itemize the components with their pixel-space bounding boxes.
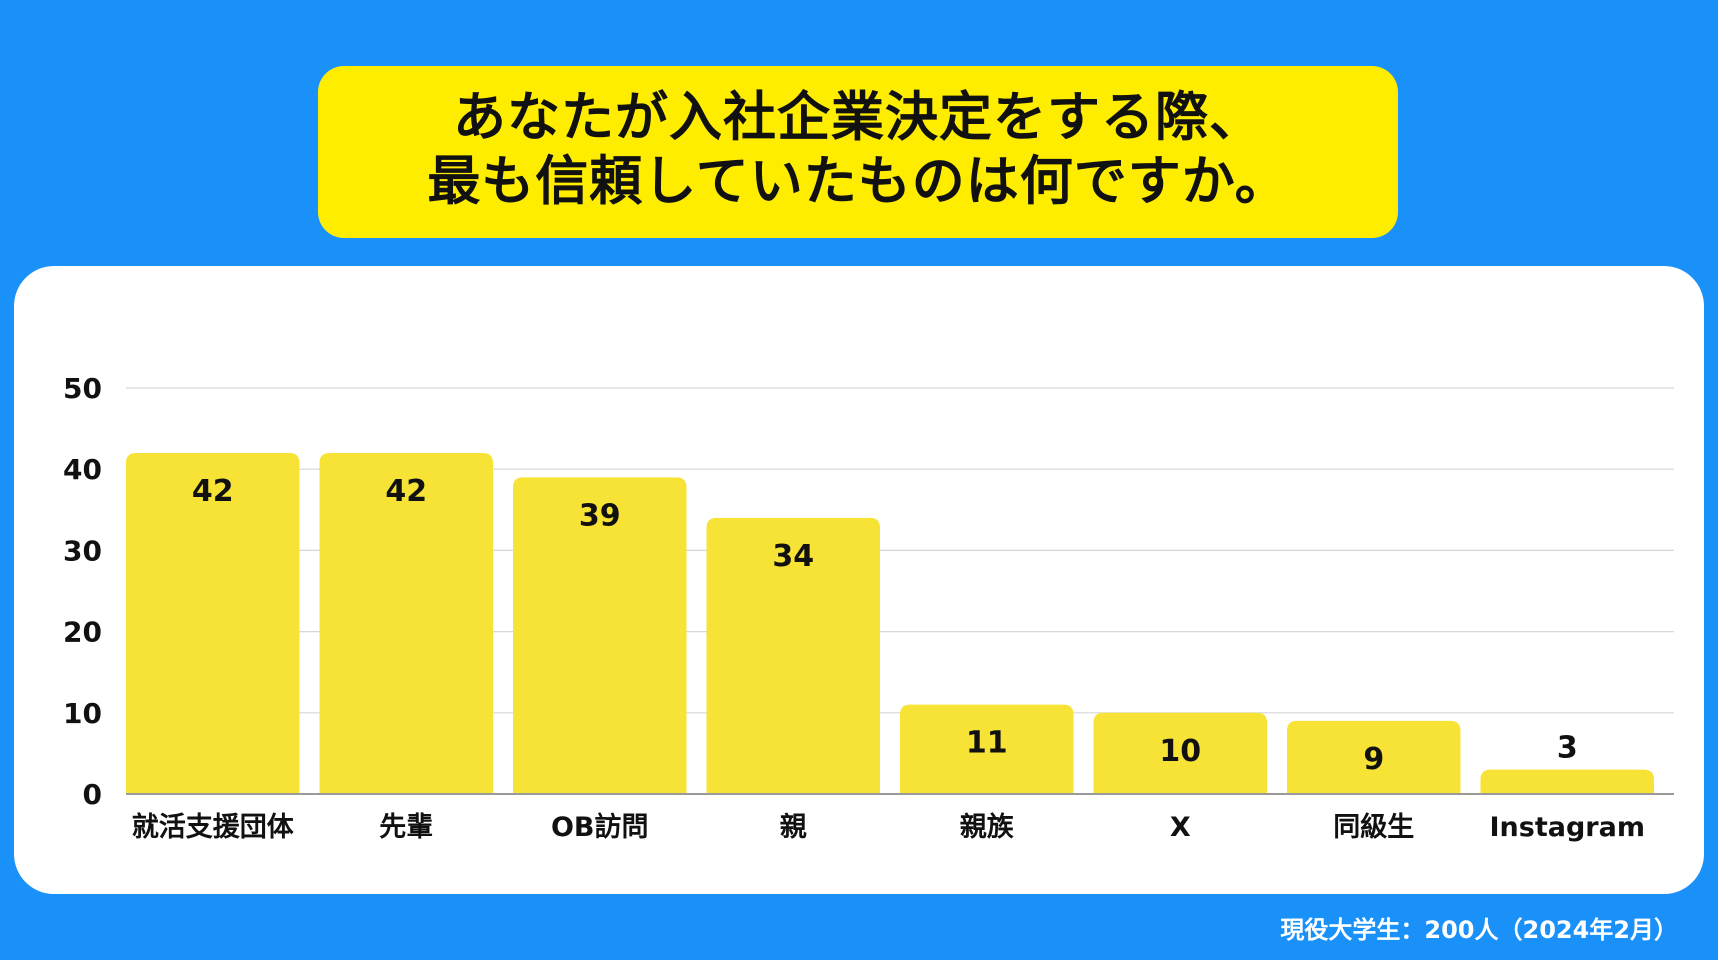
data-label: 34 bbox=[772, 539, 814, 574]
data-label: 3 bbox=[1557, 731, 1578, 766]
x-tick-label: Instagram bbox=[1490, 812, 1645, 843]
x-tick-label: 親 bbox=[780, 812, 807, 843]
title-banner: あなたが入社企業決定をする際、 最も信頼していたものは何ですか。 bbox=[318, 66, 1398, 238]
data-label: 10 bbox=[1159, 734, 1201, 769]
data-label: 11 bbox=[966, 726, 1008, 761]
x-tick-label: X bbox=[1170, 812, 1191, 843]
bar bbox=[513, 477, 687, 794]
bar bbox=[319, 452, 493, 794]
data-label: 39 bbox=[579, 498, 621, 533]
y-tick-label: 20 bbox=[63, 616, 102, 649]
y-tick-label: 30 bbox=[63, 534, 102, 567]
x-tick-label: OB訪問 bbox=[551, 811, 649, 843]
y-tick-label: 0 bbox=[83, 778, 102, 811]
bar bbox=[900, 704, 1074, 794]
data-label: 9 bbox=[1363, 742, 1384, 777]
title-line-1: あなたが入社企業決定をする際、 bbox=[453, 87, 1263, 148]
x-tick-label: 同級生 bbox=[1333, 811, 1414, 843]
bar bbox=[1287, 720, 1461, 794]
bar-chart: 0 10 20 30 40 50 42 就活支援団体 42 先輩 39 OB訪問 34 親 11 親族 10 X 9… bbox=[63, 372, 1674, 843]
title-line-2: 最も信頼していたものは何ですか。 bbox=[427, 151, 1289, 212]
chart-card: 0 10 20 30 40 50 42 就活支援団体 42 先輩 39 OB訪問 34 親 11 親族 10 X 9… bbox=[14, 266, 1704, 894]
data-label: 42 bbox=[192, 474, 234, 509]
x-tick-label: 就活支援団体 bbox=[132, 812, 295, 843]
bar bbox=[1480, 769, 1654, 794]
bar bbox=[706, 517, 880, 794]
x-tick-label: 先輩 bbox=[379, 812, 433, 843]
data-label: 42 bbox=[385, 474, 427, 509]
bar bbox=[126, 452, 300, 794]
footnote: 現役大学生：200人（2024年2月） bbox=[1280, 916, 1678, 944]
y-tick-label: 50 bbox=[63, 372, 102, 405]
y-tick-label: 40 bbox=[63, 453, 102, 486]
x-tick-label: 親族 bbox=[960, 811, 1015, 843]
y-tick-label: 10 bbox=[63, 697, 102, 730]
bar bbox=[1093, 712, 1267, 794]
